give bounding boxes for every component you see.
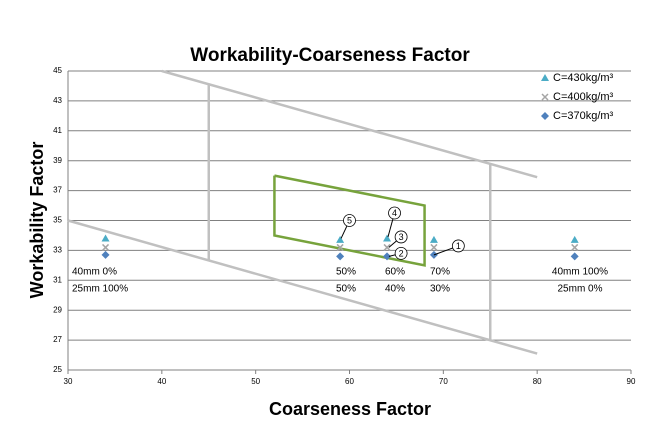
- point: [541, 112, 549, 120]
- x-tick-label: 30: [64, 377, 73, 386]
- annotation: 60%: [385, 267, 405, 278]
- annotation: 50%: [336, 267, 356, 278]
- annotation: 40%: [385, 284, 405, 295]
- boundary-line: [67, 219, 538, 355]
- y-tick-label: 37: [53, 186, 62, 195]
- legend-label: C=370kg/m³: [553, 110, 614, 122]
- y-tick-label: 33: [53, 246, 62, 255]
- point: [383, 234, 392, 242]
- y-tick-label: 43: [53, 96, 62, 105]
- point: [541, 74, 549, 81]
- point: [336, 235, 345, 243]
- boundary-line: [161, 69, 538, 179]
- point-label: 1: [456, 241, 461, 251]
- annotation: 40mm 100%: [552, 267, 608, 278]
- point-label: 2: [399, 248, 404, 258]
- x-tick-label: 80: [533, 377, 542, 386]
- annotation: 25mm 0%: [557, 284, 602, 295]
- annotation: 50%: [336, 284, 356, 295]
- y-tick-label: 35: [53, 216, 62, 225]
- point: [383, 243, 391, 251]
- y-tick-label: 25: [53, 365, 62, 374]
- legend-label: C=400kg/m³: [553, 91, 614, 103]
- annotation: 30%: [430, 284, 450, 295]
- x-tick-label: 90: [627, 377, 636, 386]
- label-circle: [388, 206, 401, 220]
- point: [541, 93, 549, 101]
- boundary-line: [273, 174, 426, 267]
- point-label: 5: [347, 215, 352, 225]
- point: [383, 252, 392, 261]
- y-tick-label: 41: [53, 126, 62, 135]
- legend-label: C=430kg/m³: [553, 72, 614, 84]
- label-circle: [451, 239, 465, 253]
- annotation: 70%: [430, 267, 450, 278]
- x-tick-label: 70: [439, 377, 448, 386]
- point: [430, 243, 438, 251]
- point: [429, 250, 438, 259]
- y-tick-label: 31: [53, 275, 62, 284]
- point: [101, 234, 110, 242]
- x-tick-label: 50: [251, 377, 260, 386]
- x-tick-label: 60: [345, 377, 354, 386]
- point: [571, 243, 579, 251]
- annotation: 25mm 100%: [72, 284, 128, 295]
- point: [102, 243, 110, 251]
- y-tick-label: 27: [53, 335, 62, 344]
- label-circle: [343, 214, 356, 227]
- point: [336, 243, 344, 251]
- point: [570, 235, 579, 243]
- point-label: 4: [392, 208, 397, 218]
- point: [101, 250, 110, 259]
- point-label: 3: [399, 232, 404, 242]
- y-tick-label: 29: [53, 305, 62, 314]
- x-tick-label: 40: [157, 377, 166, 386]
- point: [336, 252, 345, 261]
- y-tick-label: 45: [53, 66, 62, 75]
- point: [429, 235, 438, 243]
- label-circle: [394, 246, 408, 260]
- chart-title: Workability-Coarseness Factor: [190, 45, 470, 66]
- annotation: 40mm 0%: [72, 267, 117, 278]
- x-axis-title: Coarseness Factor: [269, 399, 431, 419]
- y-tick-label: 39: [53, 156, 62, 165]
- label-circle: [394, 230, 408, 244]
- y-axis-title: Workability Factor: [27, 142, 47, 299]
- point: [570, 252, 579, 261]
